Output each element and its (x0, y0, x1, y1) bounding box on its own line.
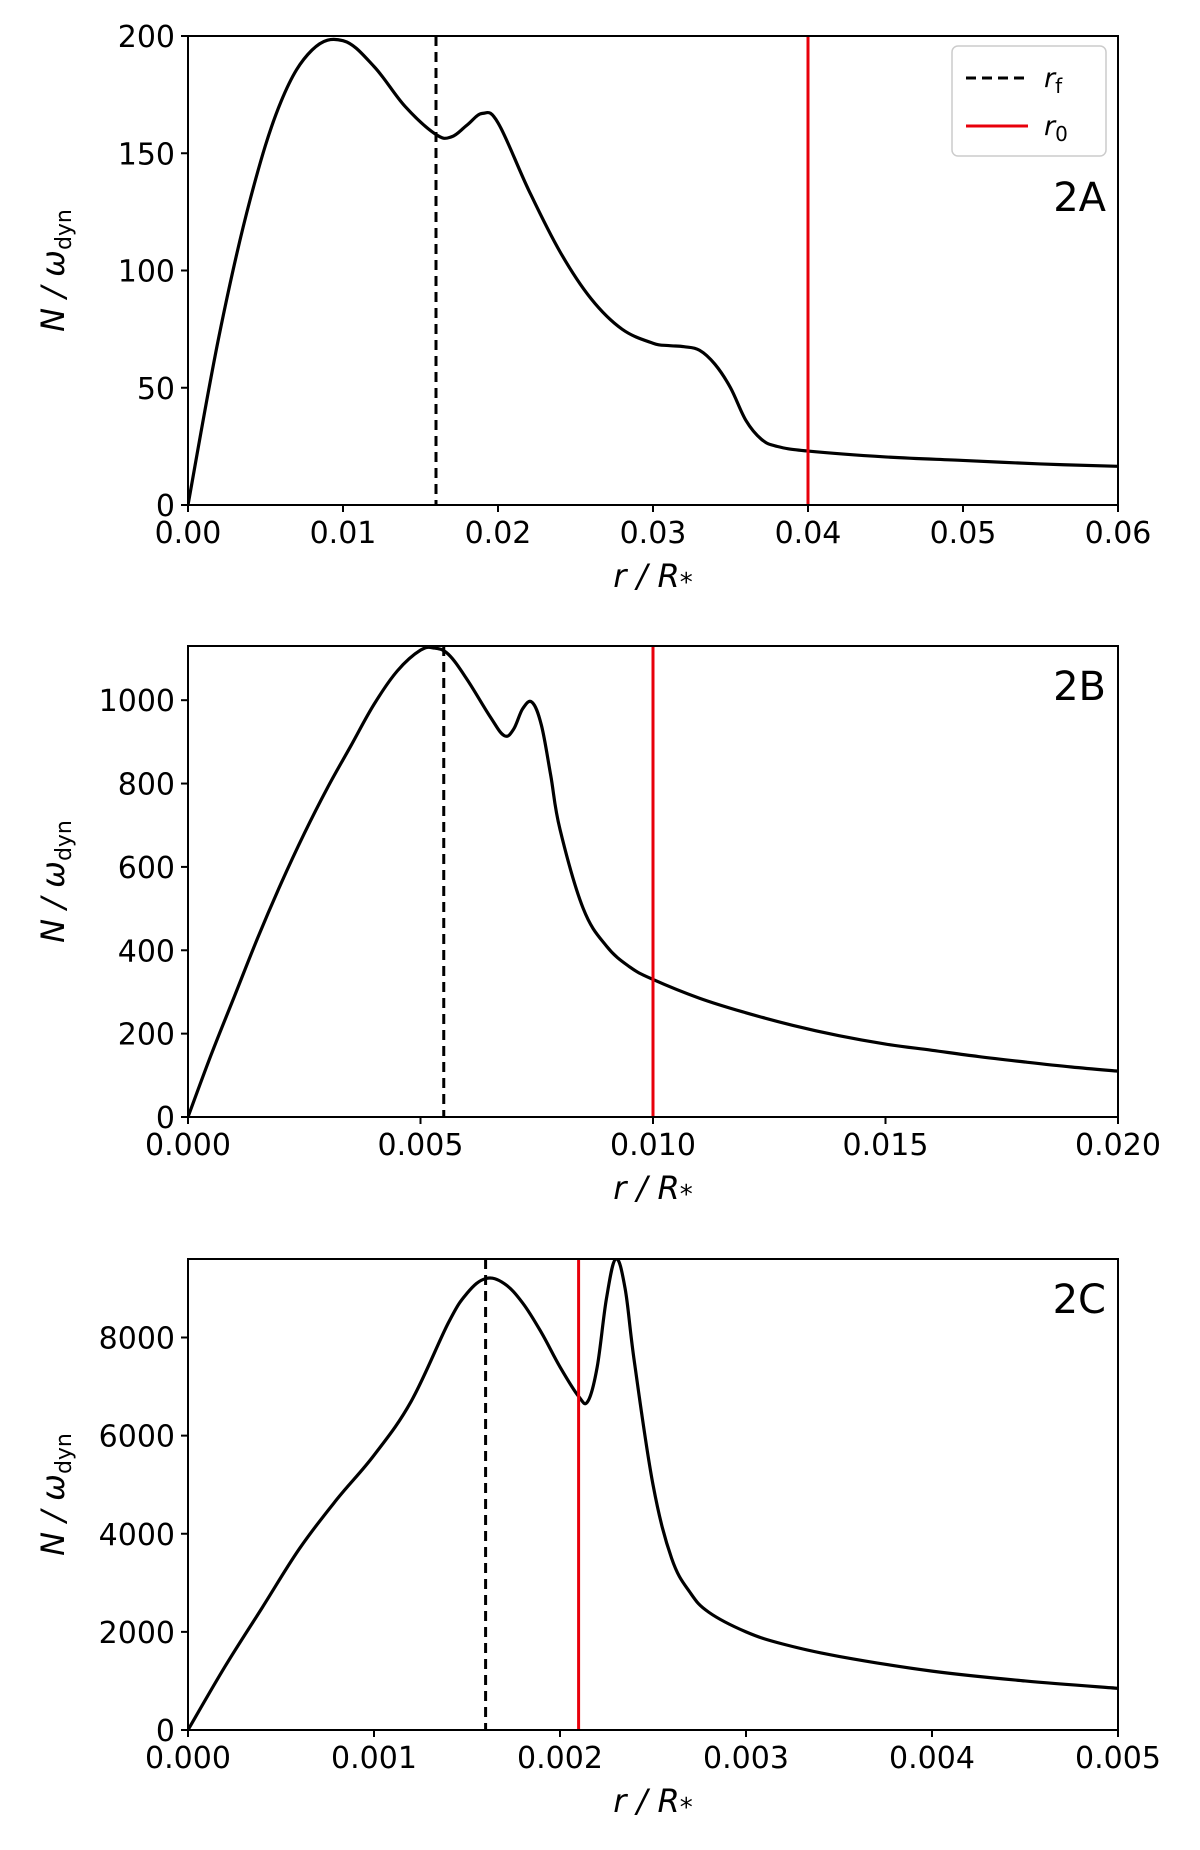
x-tick-label: 0.05 (930, 516, 997, 551)
y-tick-label: 0 (156, 1714, 175, 1749)
x-tick-label: 0.005 (378, 1128, 464, 1163)
x-axis-label: r / R* (613, 1169, 693, 1210)
panel-label: 2C (1053, 1277, 1106, 1323)
x-tick-label: 0.015 (843, 1128, 929, 1163)
x-tick-label: 0.000 (145, 1741, 231, 1776)
y-tick-label: 0 (156, 489, 175, 524)
y-tick-label: 6000 (99, 1420, 175, 1455)
x-axis-label-main: r / R (613, 557, 680, 595)
y-axis-label-sub: dyn (52, 820, 77, 861)
x-tick-label: 0.00 (155, 516, 222, 551)
y-axis-label: N / ωdyn (34, 820, 77, 943)
y-tick-label: 800 (118, 768, 175, 803)
x-tick-label: 0.02 (465, 516, 532, 551)
y-tick-label: 600 (118, 851, 175, 886)
y-tick-label: 150 (118, 137, 175, 172)
panel-label: 2B (1053, 664, 1106, 710)
x-tick-label: 0.005 (1075, 1741, 1161, 1776)
x-axis-label-main: r / R (613, 1782, 680, 1820)
y-axis-label-main: N / ω (34, 861, 72, 943)
panel-2a: 0.00 0.01 0.02 0.03 0.04 0.05 0.06 0 50 100 150 200… (34, 20, 1151, 598)
x-tick-label: 0.03 (620, 516, 687, 551)
x-tick-label: 0.004 (889, 1741, 975, 1776)
y-tick-label: 200 (118, 20, 175, 55)
x-axis-label-sub: * (680, 1180, 693, 1210)
panel-2c: 0.000 0.001 0.002 0.003 0.004 0.005 0 2000 4000 6… (34, 1258, 1161, 1823)
y-tick-label: 0 (156, 1101, 175, 1136)
x-axis-label: r / R* (613, 557, 693, 598)
legend-box (951, 45, 1107, 157)
y-tick-label: 1000 (99, 684, 175, 719)
series-line (188, 37, 1118, 505)
y-axis-label-main: N / ω (34, 1474, 72, 1556)
y-tick-label: 4000 (99, 1518, 175, 1553)
x-tick-label: 0.020 (1075, 1128, 1161, 1163)
x-tick-label: 0.01 (310, 516, 377, 551)
y-tick-label: 8000 (99, 1322, 175, 1357)
panel-2b: 0.000 0.005 0.010 0.015 0.020 0 200 400 600 800 10… (34, 645, 1161, 1210)
y-tick-label: 2000 (99, 1616, 175, 1651)
x-axis-label: r / R* (613, 1782, 693, 1823)
y-axis-label-sub: dyn (52, 209, 77, 250)
legend-label-symbol: r (1044, 111, 1057, 142)
y-tick-label: 100 (118, 255, 175, 290)
series-line (188, 1259, 1118, 1730)
series-line (188, 646, 1118, 1117)
x-tick-label: 0.010 (610, 1128, 696, 1163)
x-tick-label: 0.001 (331, 1741, 417, 1776)
y-axis-label-main: N / ω (34, 250, 72, 332)
x-axis-label-sub: * (680, 1793, 693, 1823)
y-axis-label-sub: dyn (52, 1433, 77, 1474)
x-tick-label: 0.04 (775, 516, 842, 551)
x-axis-label-sub: * (680, 568, 693, 598)
x-tick-label: 0.000 (145, 1128, 231, 1163)
y-axis-label: N / ωdyn (34, 209, 77, 332)
legend-label-symbol: r (1044, 63, 1057, 94)
x-tick-label: 0.002 (517, 1741, 603, 1776)
x-tick-label: 0.06 (1085, 516, 1152, 551)
y-tick-label: 50 (137, 372, 175, 407)
panel-label: 2A (1053, 175, 1106, 221)
axis-frame (187, 1258, 1119, 1731)
x-tick-label: 0.003 (703, 1741, 789, 1776)
y-tick-label: 400 (118, 934, 175, 969)
legend-label-sub: 0 (1055, 122, 1068, 146)
x-axis-label-main: r / R (613, 1169, 680, 1207)
legend-label-sub: f (1055, 74, 1063, 98)
y-tick-label: 200 (118, 1018, 175, 1053)
legend-label-r0: r0 (1044, 111, 1068, 146)
y-axis-label: N / ωdyn (34, 1433, 77, 1556)
legend-label-rf: rf (1044, 63, 1063, 98)
